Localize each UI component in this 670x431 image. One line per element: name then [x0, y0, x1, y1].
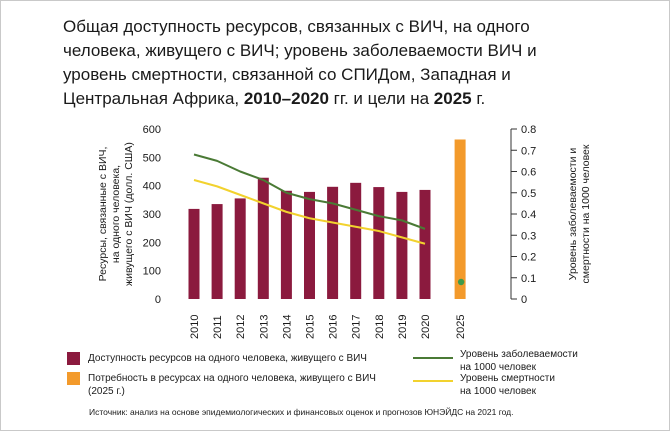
right-axis-tick-label: 0.4: [521, 209, 536, 221]
legend-swatch-incidence: [413, 357, 453, 359]
right-axis-title-line: смертности на 1000 человек: [580, 144, 592, 283]
x-axis-tick-label: 2016: [328, 315, 340, 339]
x-axis-tick-label: 2017: [351, 315, 363, 339]
right-axis-tick-label: 0.5: [521, 188, 536, 200]
x-axis-tick-label: 2011: [212, 315, 224, 339]
right-axis-tick-label: 0.2: [521, 252, 536, 264]
right-axis-tick-label: 0.7: [521, 145, 536, 157]
right-axis-tick-label: 0.8: [521, 124, 536, 136]
left-axis-title-line: на одного человека,: [110, 165, 122, 263]
bar: [454, 139, 466, 299]
bar: [396, 191, 408, 299]
bar: [188, 208, 200, 299]
series-line: [193, 179, 426, 245]
x-axis-tick-label: 2019: [397, 315, 409, 339]
legend-incidence-line-1: Уровень заболеваемости: [460, 349, 578, 360]
legend-mortality-line-2: на 1000 человек: [460, 386, 536, 397]
left-axis-tick-label: 300: [143, 209, 161, 221]
legend-need-line-1: Потребность в ресурсах на одного человек…: [88, 373, 376, 384]
right-axis-tick-label: 0.1: [521, 273, 536, 285]
left-axis-title: Ресурсы, связанные с ВИЧ,на одного челов…: [97, 142, 135, 286]
source-note: Источник: анализ на основе эпидемиологич…: [89, 407, 514, 417]
bar: [211, 204, 223, 299]
right-axis-tick-label: 0.3: [521, 230, 536, 242]
legend-swatch-need: [67, 372, 80, 385]
x-axis-tick-label: 2010: [189, 315, 201, 339]
bar: [280, 190, 292, 299]
bar: [257, 177, 269, 299]
x-axis-tick-label: 2020: [420, 315, 432, 339]
bar: [373, 187, 385, 299]
right-axis-tick-label: 0: [521, 294, 527, 306]
left-axis-tick-label: 200: [143, 237, 161, 249]
legend-label-mortality: Уровень смертности на 1000 человек: [460, 372, 640, 398]
bar: [350, 182, 362, 299]
chart-title: Общая доступность ресурсов, связанных с …: [63, 15, 653, 111]
x-axis-tick-label: 2012: [235, 315, 247, 339]
title-line-1: Общая доступность ресурсов, связанных с …: [63, 17, 530, 36]
left-axis-tick-label: 500: [143, 152, 161, 164]
x-axis-tick-label: 2013: [258, 315, 270, 339]
left-axis-tick-label: 600: [143, 124, 161, 136]
title-part: Центральная Африка,: [63, 89, 244, 108]
legend-incidence-line-2: на 1000 человек: [460, 362, 536, 373]
left-axis-title-line: живущего с ВИЧ (долл. США): [123, 142, 135, 286]
left-axis-tick-label: 0: [155, 294, 161, 306]
title-line-3: уровень смертности, связанной со СПИДом,…: [63, 65, 511, 84]
legend-label-resources: Доступность ресурсов на одного человека,…: [88, 353, 367, 364]
bar: [419, 189, 431, 299]
bar: [234, 198, 246, 299]
legend-label-need: Потребность в ресурсах на одного человек…: [88, 372, 408, 398]
title-line-2: человека, живущего с ВИЧ; уровень заболе…: [63, 41, 537, 60]
bar: [304, 191, 315, 299]
title-years: 2010–2020: [243, 89, 329, 108]
left-axis-tick-label: 100: [143, 266, 161, 278]
x-axis-tick-label: 2015: [305, 315, 317, 339]
x-axis-tick-label: 2014: [281, 315, 293, 339]
right-axis-title-line: Уровень заболеваемости и: [567, 148, 579, 281]
x-axis-tick-label: 2018: [374, 315, 386, 339]
title-part: г.: [471, 89, 486, 108]
legend-label-incidence: Уровень заболеваемости на 1000 человек: [460, 348, 640, 374]
left-axis-tick-label: 400: [143, 181, 161, 193]
right-axis-title: Уровень заболеваемости исмертности на 10…: [567, 144, 592, 283]
series-line: [193, 153, 426, 230]
title-target-year: 2025: [433, 89, 472, 108]
legend-need-line-2: (2025 г.): [88, 386, 125, 397]
right-axis-tick-label: 0.6: [521, 167, 536, 179]
target-point: [457, 278, 465, 286]
legend-mortality-line-1: Уровень смертности: [460, 373, 555, 384]
x-axis-tick-label: 2025: [455, 315, 467, 339]
title-line-4: Центральная Африка, 2010–2020 гг. и цели…: [63, 87, 653, 111]
legend-swatch-resources: [67, 352, 80, 365]
title-part: гг. и цели на: [328, 89, 434, 108]
left-axis-title-line: Ресурсы, связанные с ВИЧ,: [97, 147, 109, 282]
legend-swatch-mortality: [413, 380, 453, 382]
bar: [327, 186, 339, 299]
